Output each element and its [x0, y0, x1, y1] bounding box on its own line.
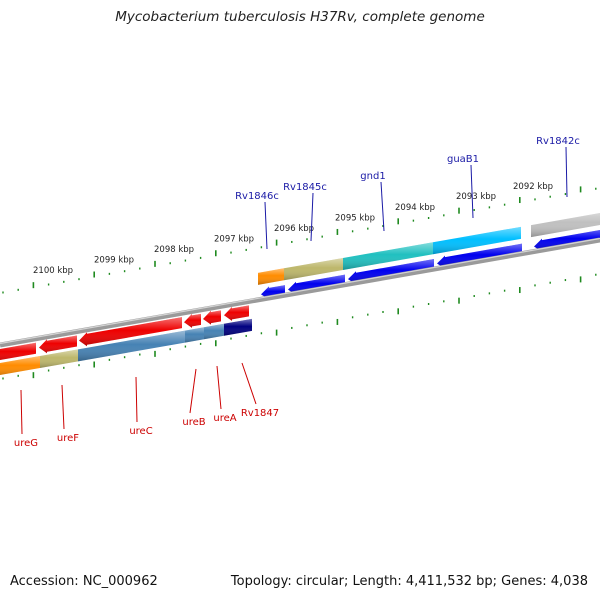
- scale-label: 2098 kbp: [154, 245, 194, 255]
- gene-label-guaB1[interactable]: guaB1: [447, 154, 479, 165]
- gene-label-ureA[interactable]: ureA: [213, 413, 236, 424]
- cds-arrow-reverse-1[interactable]: [0, 342, 36, 362]
- gene-label-gnd1[interactable]: gnd1: [360, 171, 385, 182]
- leader-line-ureA: [216, 365, 222, 410]
- leader-line-guaB1: [470, 164, 474, 219]
- gene-label-Rv1845c[interactable]: Rv1845c: [283, 182, 327, 193]
- gene-label-ureG[interactable]: ureG: [14, 438, 38, 449]
- feature-block-guaB1[interactable]: [433, 226, 521, 255]
- genome-backbone-highlight: [0, 237, 600, 345]
- feature-block-Rv1847[interactable]: [224, 318, 252, 336]
- scale-label: 2099 kbp: [94, 256, 134, 266]
- feature-block-ureG[interactable]: [0, 356, 40, 377]
- accession-text: Accession: NC_000962: [10, 574, 158, 589]
- scale-label: 2093 kbp: [456, 192, 496, 202]
- genome-summary-text: Topology: circular; Length: 4,411,532 bp…: [230, 574, 588, 589]
- cds-arrow-reverse-5[interactable]: [203, 310, 221, 325]
- feature-block-gnd1[interactable]: [343, 242, 433, 270]
- leader-line-gnd1: [380, 181, 385, 232]
- feature-block-ureA[interactable]: [204, 323, 224, 340]
- feature-block-ureB[interactable]: [185, 327, 204, 343]
- scale-label: 2097 kbp: [214, 235, 254, 245]
- gene-label-Rv1847[interactable]: Rv1847: [241, 408, 279, 419]
- cds-arrow-reverse-2[interactable]: [39, 335, 77, 354]
- feature-block-ureC[interactable]: [78, 330, 185, 362]
- cds-arrow-reverse-4[interactable]: [184, 313, 201, 328]
- scale-label: 2096 kbp: [274, 224, 314, 234]
- gene-label-Rv1842c[interactable]: Rv1842c: [536, 136, 580, 147]
- scale-label: 2094 kbp: [395, 203, 435, 213]
- genome-backbone: [0, 237, 600, 348]
- gene-label-Rv1846c[interactable]: Rv1846c: [235, 191, 279, 202]
- leader-line-Rv1846c: [264, 201, 268, 250]
- scale-label: 2100 kbp: [33, 266, 73, 276]
- scale-label: 2095 kbp: [335, 213, 375, 223]
- leader-line-Rv1847: [241, 362, 257, 405]
- feature-block-Rv1845c[interactable]: [284, 257, 343, 281]
- leader-line-Rv1845c: [310, 192, 314, 242]
- map-title: Mycobacterium tuberculosis H37Rv, comple…: [115, 9, 485, 25]
- scale-label: 2092 kbp: [513, 182, 553, 192]
- feature-block-ureF[interactable]: [40, 349, 78, 368]
- feature-block-Rv1846c[interactable]: [258, 268, 284, 285]
- leader-line-ureG: [20, 389, 23, 435]
- gene-label-ureC[interactable]: ureC: [129, 426, 152, 437]
- gene-label-ureF[interactable]: ureF: [57, 433, 79, 444]
- leader-line-ureF: [61, 384, 65, 430]
- leader-line-Rv1842c: [565, 146, 568, 198]
- leader-line-ureB: [189, 368, 197, 414]
- feature-block-Rv1842c[interactable]: [531, 211, 600, 238]
- cds-arrow-reverse-6[interactable]: [224, 305, 249, 321]
- gene-label-ureB[interactable]: ureB: [182, 417, 205, 428]
- leader-line-ureC: [135, 376, 138, 423]
- cds-arrow-reverse-3[interactable]: [79, 317, 182, 347]
